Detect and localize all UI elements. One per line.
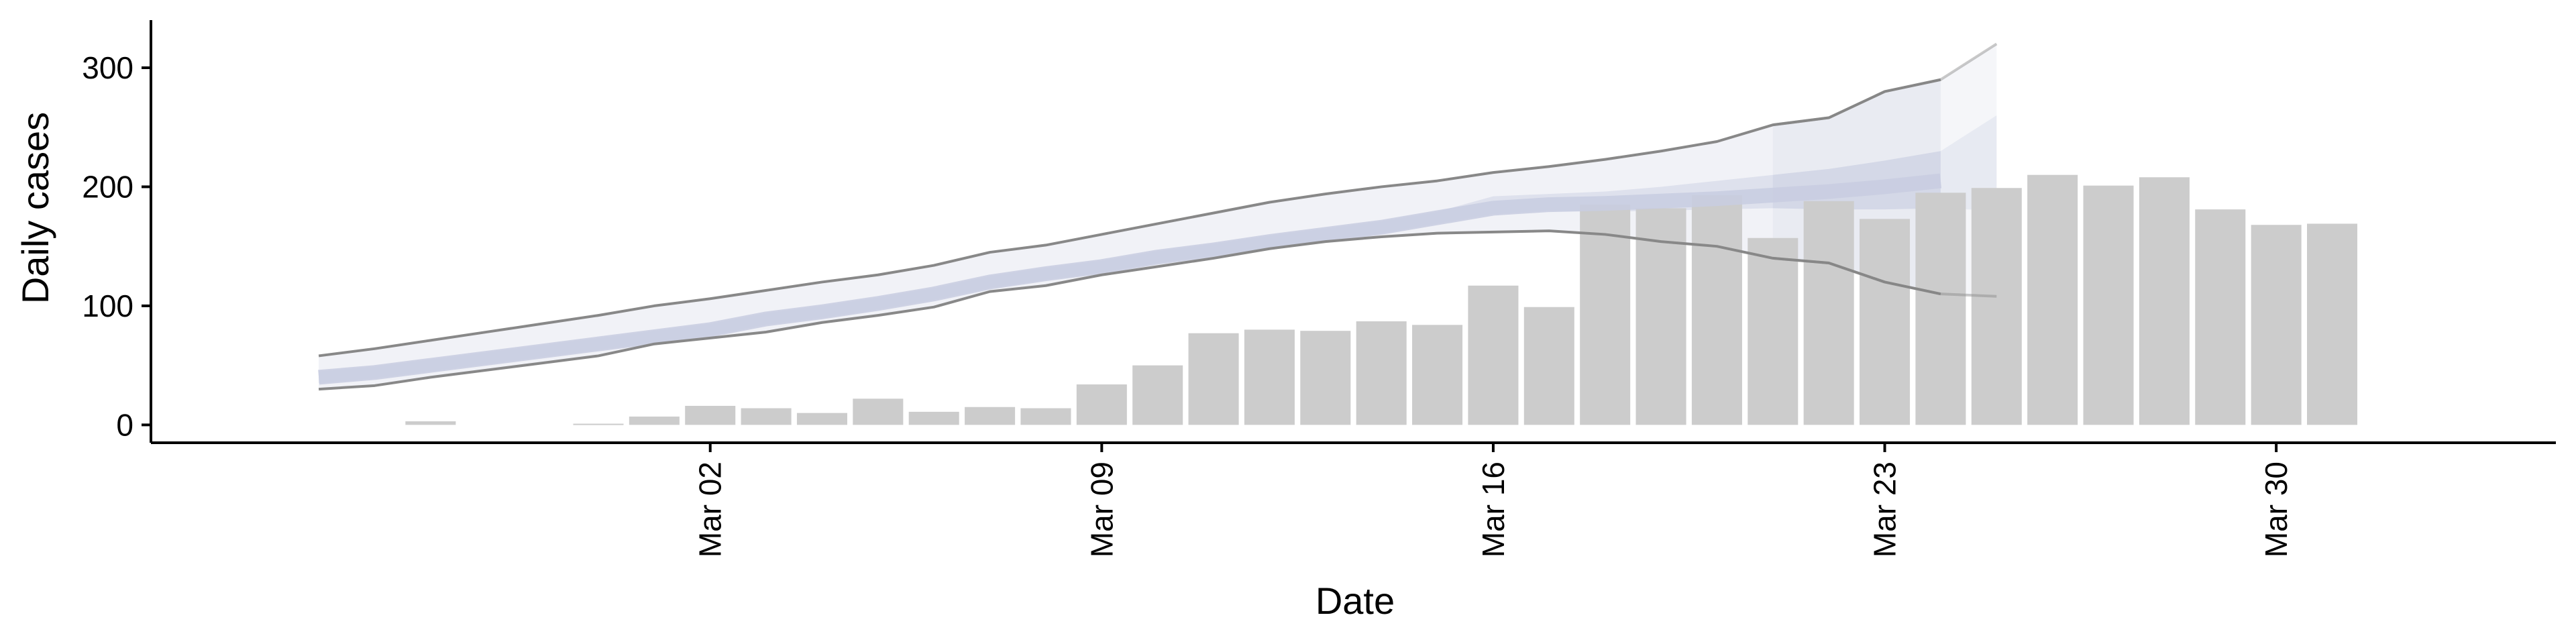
case-bar xyxy=(1803,201,1854,425)
case-bar xyxy=(965,407,1016,425)
case-bar xyxy=(1635,208,1686,425)
x-axis-ticks: Mar 02 Mar 09 Mar 16 Mar 23 Mar 30 xyxy=(693,443,2294,557)
upper-bound-line xyxy=(318,78,1941,358)
case-bar xyxy=(1523,307,1574,425)
case-bar xyxy=(2027,174,2078,425)
x-tick-label: Mar 30 xyxy=(2259,462,2294,557)
case-bar xyxy=(796,413,847,425)
case-bar xyxy=(908,411,959,425)
estimate-lines xyxy=(318,42,1998,391)
outer-interval-ribbon xyxy=(319,79,1941,390)
case-bar xyxy=(1356,321,1407,425)
y-tick-label: 300 xyxy=(82,50,133,85)
x-tick-label: Mar 16 xyxy=(1476,462,1511,557)
case-bar xyxy=(1468,285,1519,425)
x-tick-label: Mar 09 xyxy=(1084,462,1119,557)
case-bar xyxy=(2195,209,2246,425)
case-bar xyxy=(1132,365,1183,425)
forecast-upper-line xyxy=(1772,42,1998,127)
case-bar xyxy=(1300,331,1351,425)
case-bar xyxy=(629,416,680,425)
case-bar xyxy=(573,423,624,425)
case-bar xyxy=(1020,408,1071,425)
case-bar xyxy=(2083,185,2134,425)
y-tick-label: 200 xyxy=(82,169,133,204)
case-bar xyxy=(2251,225,2302,425)
case-bar xyxy=(1915,193,1966,425)
y-tick-label: 0 xyxy=(116,407,133,442)
y-tick-label: 100 xyxy=(82,288,133,323)
x-axis-title: Date xyxy=(1316,580,1395,622)
case-bar xyxy=(405,421,456,425)
lower-bound-line xyxy=(318,229,1941,391)
case-bar xyxy=(853,398,904,425)
case-bar xyxy=(1860,219,1911,425)
forecast-lower-line xyxy=(1772,256,1997,298)
x-tick-label: Mar 02 xyxy=(693,462,728,557)
case-bar xyxy=(1188,333,1239,425)
case-bar xyxy=(2306,223,2358,425)
estimate-ribbons xyxy=(319,44,1997,390)
case-bar xyxy=(1748,237,1799,425)
y-axis-ticks: 0 100 200 300 xyxy=(82,50,151,442)
case-bar xyxy=(1244,329,1295,425)
case-bar xyxy=(741,408,792,425)
case-bar xyxy=(1076,384,1127,425)
median-estimate-line xyxy=(318,173,1942,385)
y-axis-title: Daily cases xyxy=(14,112,56,304)
case-bars xyxy=(405,174,2358,425)
x-tick-label: Mar 23 xyxy=(1868,462,1902,557)
case-bar xyxy=(685,405,736,425)
case-bar xyxy=(1580,205,1631,425)
case-bar xyxy=(1971,188,2022,425)
case-bar xyxy=(2139,177,2190,425)
case-bar xyxy=(1412,325,1463,425)
case-bar xyxy=(1691,195,1742,425)
axes: 0 100 200 300 Mar 02 Mar 09 Mar 16 Mar 23 Mar 3… xyxy=(82,20,2556,557)
